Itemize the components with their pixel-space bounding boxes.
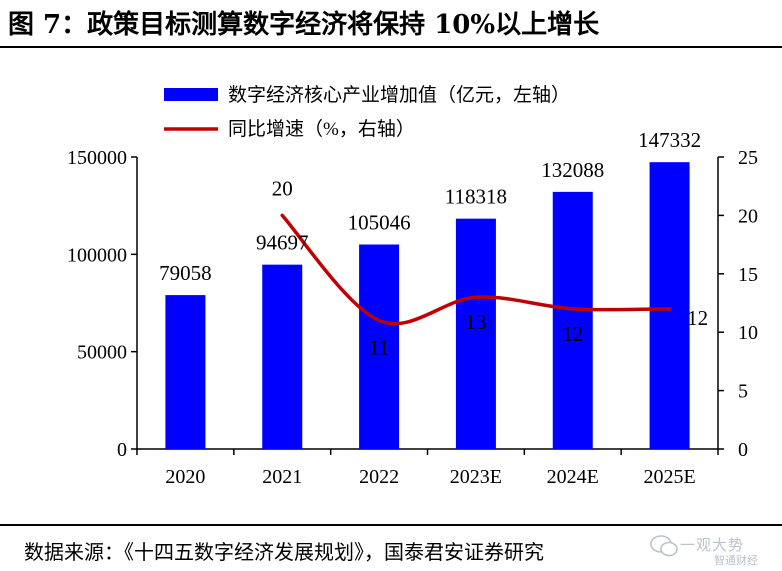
left-axis-tick-label: 0	[117, 439, 127, 461]
chart-area: 0 50000 100000 150000 0 5 10 15 20 25 2020 2021 2022…	[67, 84, 758, 488]
bar	[262, 264, 303, 449]
x-axis-tick-label: 2023E	[450, 466, 502, 488]
legend-bar-swatch	[164, 88, 218, 101]
chart-title: 图 7：政策目标测算数字经济将保持 10%以上增长	[8, 10, 600, 40]
legend-line-label: 同比增速（%，右轴）	[228, 118, 415, 140]
bar	[359, 244, 400, 449]
x-axis-tick-label: 2021	[262, 466, 302, 488]
right-axis-tick-label: 20	[738, 205, 758, 227]
legend-bar-label: 数字经济核心产业增加值（亿元，左轴）	[228, 84, 570, 106]
x-axis-tick-label: 2022	[359, 466, 399, 488]
title-rule	[0, 46, 782, 48]
bar	[552, 191, 593, 449]
line-value-label: 13	[465, 310, 486, 334]
line-value-label: 12	[562, 322, 583, 346]
left-axis-tick-label: 150000	[67, 147, 127, 169]
bar-value-label: 79058	[159, 261, 212, 285]
bar	[649, 162, 690, 449]
bar-value-label: 132088	[541, 158, 604, 182]
x-axis-tick-label: 2024E	[547, 466, 599, 488]
bar	[455, 218, 496, 449]
bar-value-label: 118318	[445, 185, 507, 209]
watermark: 一观大势 智通财经	[650, 530, 782, 568]
left-axis-tick-label: 50000	[77, 342, 127, 364]
source-rule	[0, 524, 782, 526]
right-axis-tick-label: 5	[738, 381, 748, 403]
bar-value-label: 94697	[256, 231, 309, 255]
line-value-label: 11	[369, 336, 389, 360]
right-axis-tick-label: 15	[738, 264, 758, 286]
left-axis-tick-label: 100000	[67, 244, 127, 266]
right-axis-tick-label: 25	[738, 147, 758, 169]
source-note: 数据来源：《十四五数字经济发展规划》，国泰君安证券研究	[24, 540, 544, 564]
watermark-text: 一观大势	[680, 536, 745, 554]
x-axis-tick-label: 2025E	[643, 466, 695, 488]
right-axis-tick-label: 0	[738, 439, 748, 461]
right-axis-tick-label: 10	[738, 322, 758, 344]
bar-value-label: 147332	[638, 128, 701, 152]
x-axis-tick-label: 2020	[165, 466, 205, 488]
watermark-subtext: 智通财经	[714, 554, 758, 567]
wechat-icon	[650, 535, 678, 557]
line-value-label: 20	[272, 176, 293, 200]
growth-line	[280, 213, 672, 326]
bar-value-label: 105046	[348, 211, 411, 235]
bar	[165, 295, 206, 449]
line-value-label: 12	[687, 306, 708, 330]
